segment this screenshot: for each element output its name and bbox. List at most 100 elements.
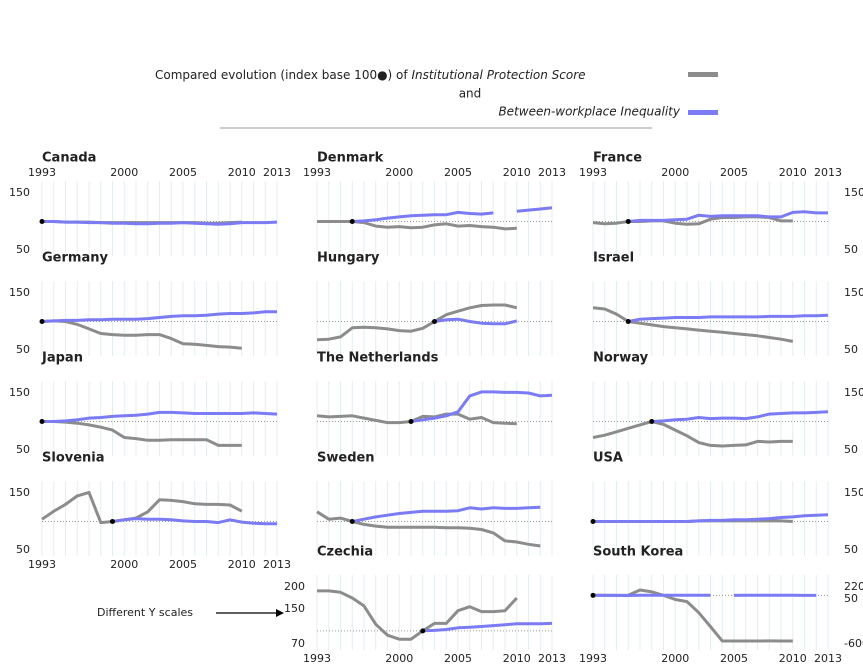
series-line [317,589,518,641]
y-tick-label: 150 [9,186,30,199]
panel-title: Sweden [317,451,375,466]
x-tick-label: 2005 [169,166,197,179]
legend-swatch [688,72,718,77]
x-tick-label: 2000 [661,652,689,665]
series-line [434,317,518,326]
y-tick-label: 50 [844,343,858,356]
panel-title: Norway [593,351,649,366]
x-tick-label: 1993 [28,558,56,571]
base-marker [420,628,426,634]
panel-title: Czechia [317,545,373,560]
x-tick-label: 2000 [110,558,138,571]
x-tick-label: 2013 [814,652,842,665]
series-line [316,510,541,548]
series-line [592,306,794,343]
y-tick-label: 50 [844,592,858,605]
y-tick-label: 150 [284,602,305,615]
base-marker [408,419,414,424]
y-tick-label: 50 [844,243,858,256]
x-tick-label: 2000 [385,652,413,665]
x-tick-label: 2013 [263,166,291,179]
series-line [41,490,243,525]
x-tick-label: 2005 [720,166,748,179]
x-tick-label: 2013 [263,558,291,571]
series-line [42,220,278,226]
panel-title: Germany [42,251,108,266]
x-tick-label: 1993 [579,166,607,179]
series-line [410,390,553,423]
y-tick-label: 150 [9,486,30,499]
header-connector: and [459,87,482,101]
header-title: Compared evolution (index base 100●) of … [155,68,586,82]
y-tick-label: 50 [16,343,30,356]
base-marker [432,319,437,324]
series-line [593,513,829,523]
panel-title: Denmark [317,151,384,166]
legend-swatch [688,110,718,115]
base-marker [39,419,45,424]
panel-title: Slovenia [42,451,105,466]
x-tick-label: 2005 [444,166,472,179]
series-line [628,313,829,323]
x-tick-label: 2010 [503,166,531,179]
panel-title: The Netherlands [317,351,439,366]
legend-label: Institutional Protection Score [411,68,585,82]
x-tick-label: 1993 [303,652,331,665]
y-tick-label: 150 [9,286,30,299]
x-tick-label: 2005 [720,652,748,665]
base-marker [39,219,45,224]
y-tick-label: 150 [844,386,863,399]
y-tick-label: 200 [284,580,305,593]
series-line [422,621,553,633]
panel-title: Canada [42,151,96,166]
y-tick-label: 150 [844,286,863,299]
x-tick-label: 1993 [579,652,607,665]
x-tick-label: 2013 [538,652,566,665]
x-tick-label: 2005 [169,558,197,571]
y-tick-label: 50 [844,543,858,556]
y-tick-label: 150 [9,386,30,399]
x-tick-label: 2010 [228,558,256,571]
panel-title: Japan [41,351,83,366]
x-tick-label: 2000 [385,166,413,179]
x-tick-label: 2010 [779,652,807,665]
x-tick-label: 2000 [110,166,138,179]
series-line [41,319,242,350]
series-line [316,303,518,342]
title-text: Compared evolution (index base 100●) of [155,68,408,82]
series-line [651,410,829,423]
series-line [352,206,553,223]
x-tick-label: 2010 [228,166,256,179]
arrow-head [276,609,284,617]
base-marker [39,319,45,324]
y-tick-label: 50 [16,543,30,556]
x-tick-label: 2000 [661,166,689,179]
base-marker [349,219,355,224]
x-tick-label: 2013 [538,166,566,179]
base-marker [590,592,596,598]
series-line [112,517,277,526]
x-tick-label: 1993 [303,166,331,179]
legend-label: Between-workplace Inequality [498,105,680,119]
x-tick-label: 2010 [503,652,531,665]
y-tick-label: -600 [844,637,863,650]
series-line [42,410,278,423]
x-tick-label: 2013 [814,166,842,179]
panel-title: South Korea [593,545,683,560]
x-tick-label: 2010 [779,166,807,179]
panel-title: USA [593,451,623,466]
base-marker [625,319,631,324]
series-line [592,420,793,448]
base-marker [649,419,655,424]
series-line [41,310,277,323]
y-tick-label: 220 [844,580,863,593]
base-marker [110,519,115,524]
panel-title: Israel [593,251,634,266]
base-marker [590,519,596,524]
series-line [352,505,541,523]
panel-title: Hungary [317,251,380,266]
y-tick-label: 70 [291,637,305,650]
series-line [42,420,242,447]
y-tick-label: 150 [844,486,863,499]
y-tick-label: 50 [16,243,30,256]
